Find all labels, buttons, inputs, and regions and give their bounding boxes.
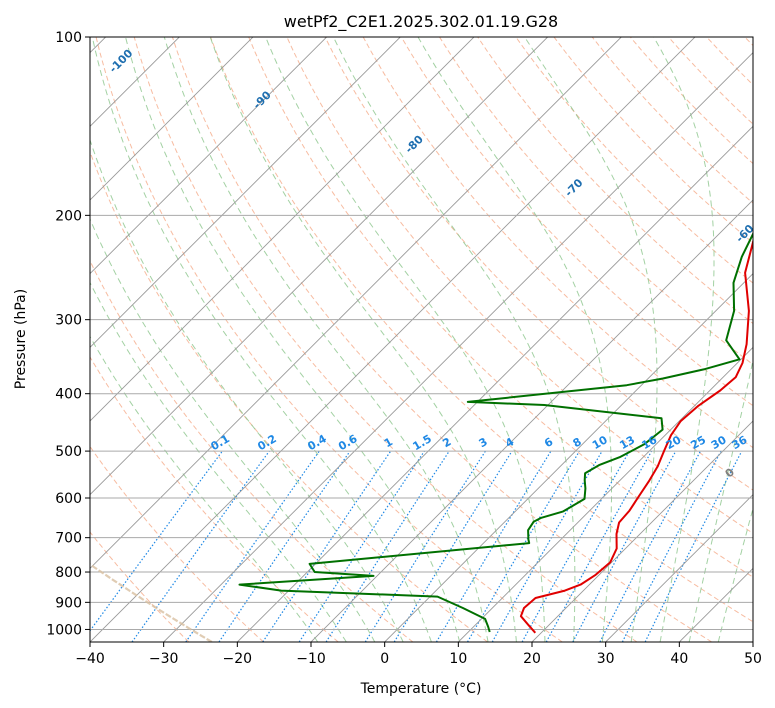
isotherm	[605, 494, 753, 642]
mixing-ratio-line	[521, 450, 631, 642]
moist-adiabat	[265, 37, 546, 642]
mixing-ratio-line	[364, 450, 486, 642]
moist-adiabat	[90, 335, 319, 642]
y-tick-label: 200	[55, 208, 82, 224]
moist-adiabat	[90, 217, 376, 642]
moist-adiabat	[688, 358, 753, 642]
isotherm	[310, 199, 753, 642]
moist-adiabat	[653, 37, 715, 642]
dry-adiabat	[90, 150, 488, 642]
plot-frame	[89, 36, 754, 643]
y-axis: 100 200 300 400 500 600 700 800 900 1000	[46, 30, 90, 638]
y-tick-label: 800	[55, 565, 82, 581]
dcape-curve	[90, 563, 213, 642]
mixing-ratio-line	[621, 450, 722, 642]
mixing-ratio-line	[90, 450, 223, 632]
isotherm	[384, 273, 753, 642]
y-tick-label: 900	[55, 595, 82, 611]
dry-adiabat	[95, 37, 563, 642]
isotherm	[531, 420, 753, 642]
x-tick-label: 0	[380, 651, 389, 667]
y-tick-label: 700	[55, 531, 82, 547]
dry-adiabat	[171, 37, 712, 642]
moist-adiabat	[91, 37, 432, 642]
mixing-ratio-line	[599, 450, 702, 642]
dry-adiabat	[286, 37, 753, 534]
mixing-ratio-line	[572, 450, 677, 642]
isotherm	[90, 37, 401, 348]
chart-title: wetPf2_C2E1.2025.302.01.19.G28	[284, 12, 558, 32]
y-tick-label: 600	[55, 491, 82, 507]
dry-adiabat	[477, 37, 753, 325]
moist-adiabat	[717, 506, 753, 642]
moist-adiabat	[524, 37, 658, 642]
x-tick-label: −40	[75, 651, 105, 667]
y-axis-label: Pressure (hPa)	[13, 289, 29, 389]
pressure-gridlines	[90, 37, 753, 630]
isotherm	[90, 37, 475, 422]
y-tick-label: 1000	[46, 622, 82, 638]
y-tick-label: 100	[55, 30, 82, 46]
moist-adiabat	[163, 37, 489, 642]
moist-adiabat	[332, 37, 576, 642]
x-tick-label: 10	[449, 651, 467, 667]
dcape-curve	[90, 563, 213, 642]
x-axis: −40 −30 −20 −10 0 10 20 30 40 50	[75, 642, 762, 667]
x-axis-label: Temperature (°C)	[360, 681, 482, 697]
dry-adiabat	[362, 37, 753, 449]
mixing-ratio-line	[545, 450, 653, 642]
mixing-ratio-line	[644, 450, 743, 642]
temperature-line	[519, 238, 753, 634]
isotherm	[90, 37, 254, 201]
dry-adiabat	[90, 445, 264, 642]
mixing-ratio-line	[325, 450, 450, 642]
plot-area: -100-90-80-70-60-50-40-30-20-100.10.20.4…	[90, 37, 753, 642]
x-tick-label: −20	[223, 651, 253, 667]
moist-adiabat	[417, 37, 612, 642]
y-tick-label: 500	[55, 444, 82, 460]
mixing-ratio-line	[298, 450, 425, 642]
mixing-ratio-line	[393, 450, 513, 642]
isotherm	[90, 37, 622, 569]
isotherm	[90, 37, 328, 275]
x-tick-label: −10	[296, 651, 326, 667]
mixing-ratio-line	[218, 450, 351, 642]
isotherm	[237, 125, 753, 642]
moist-adiabat	[209, 37, 517, 642]
dry-adiabat	[90, 259, 414, 642]
mixing-ratio-line	[262, 450, 392, 642]
mixing-ratio-line	[185, 450, 320, 642]
moist-adiabat	[90, 281, 347, 642]
dry-adiabat	[324, 37, 753, 491]
x-tick-label: −30	[149, 651, 179, 667]
dewpoint-line	[238, 231, 753, 633]
moist-adiabat	[90, 138, 404, 642]
isotherms	[90, 37, 753, 642]
dry-adiabat	[90, 356, 339, 642]
mixing-ratio-lines	[90, 450, 743, 642]
x-tick-label: 20	[523, 651, 541, 667]
y-tick-label: 300	[55, 313, 82, 329]
x-tick-label: 50	[744, 651, 762, 667]
mixing-ratio-line	[435, 450, 552, 642]
x-tick-label: 30	[597, 651, 615, 667]
y-tick-label: 400	[55, 387, 82, 403]
isotherm	[163, 52, 753, 642]
profiles	[238, 231, 753, 634]
isotherm	[458, 346, 753, 642]
x-tick-label: 40	[670, 651, 688, 667]
dry-adiabat	[90, 531, 190, 642]
isotherm	[90, 37, 696, 642]
mixing-ratio-line	[131, 450, 270, 642]
isotherm	[90, 37, 549, 496]
dry-adiabat	[210, 37, 753, 623]
